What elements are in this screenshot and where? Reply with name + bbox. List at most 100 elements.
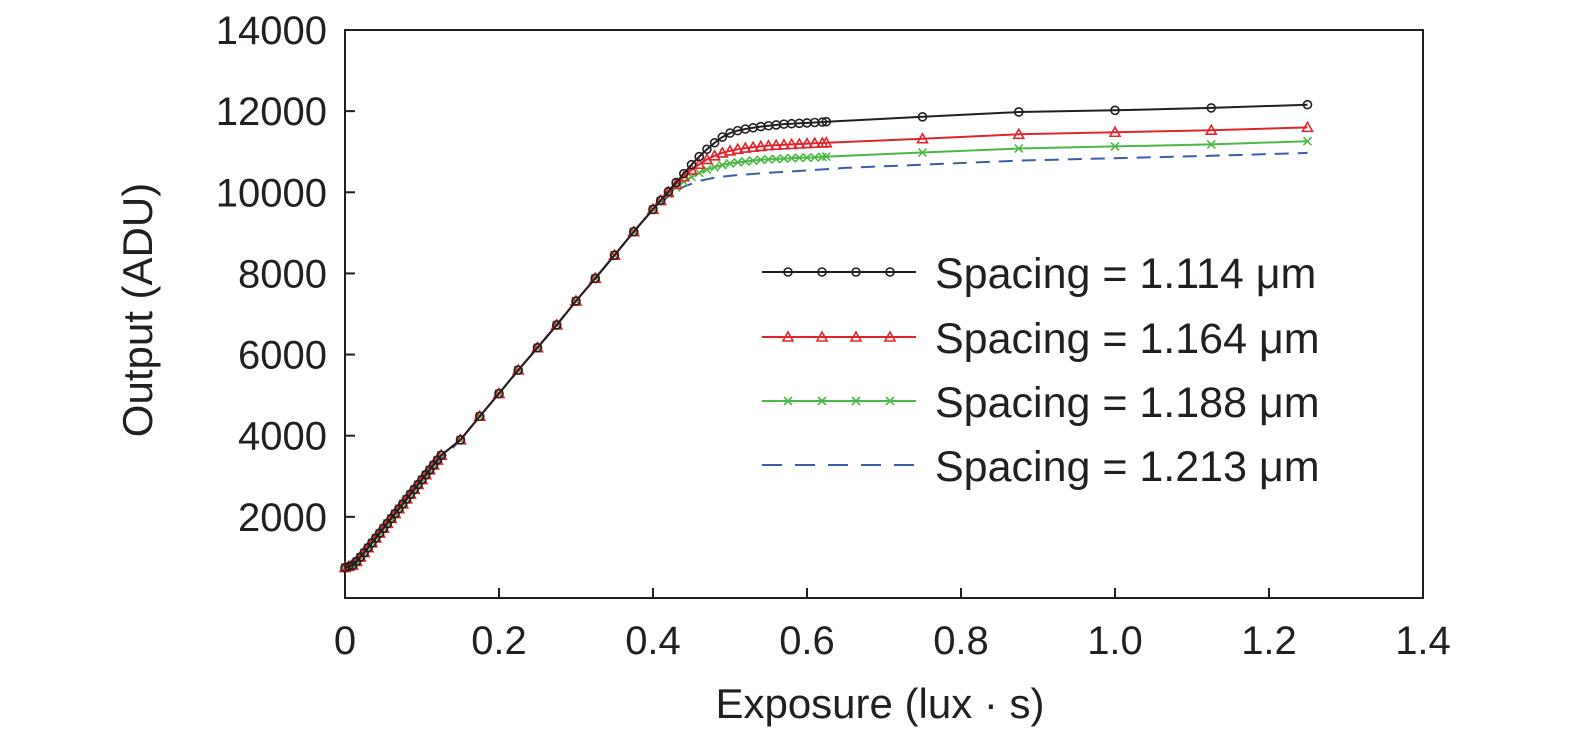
- data-point: [1108, 125, 1122, 138]
- data-point: [1014, 143, 1024, 154]
- y-axis-title: Output (ADU): [114, 183, 161, 437]
- legend-marker: [817, 267, 827, 277]
- legend-marker: [851, 396, 861, 406]
- data-point: [628, 226, 639, 237]
- data-point: [821, 116, 832, 127]
- data-point: [609, 250, 620, 260]
- legend-label: Spacing = 1.164 μm: [935, 315, 1320, 363]
- data-point: [756, 155, 766, 165]
- data-point: [678, 168, 689, 179]
- data-point: [777, 138, 791, 150]
- series-layer: [338, 99, 1314, 573]
- data-point: [685, 163, 698, 175]
- legend-label: Spacing = 1.114 μm: [935, 250, 1316, 298]
- data-point: [702, 144, 712, 155]
- data-point: [494, 388, 504, 399]
- data-point: [571, 296, 581, 306]
- data-point: [708, 149, 721, 161]
- y-tick-label: 8000: [238, 252, 327, 296]
- series-line: [344, 151, 1308, 569]
- legend-marker: [815, 330, 829, 342]
- data-point: [655, 195, 666, 206]
- x-tick-label: 0.6: [779, 619, 835, 663]
- data-point: [1204, 123, 1218, 136]
- legend-marker: [883, 330, 897, 342]
- data-point: [1110, 141, 1120, 152]
- data-point: [810, 152, 820, 162]
- data-point: [754, 139, 768, 152]
- data-point: [455, 434, 466, 445]
- data-point: [787, 153, 797, 163]
- data-point: [710, 162, 720, 172]
- y-axis: 2000 4000 6000 8000 10000 12000 14000: [216, 9, 355, 540]
- data-point: [802, 153, 812, 163]
- y-tick-label: 2000: [238, 496, 327, 540]
- data-point: [769, 138, 783, 151]
- x-axis: 0 0.2 0.4 0.6 0.8 1.0 1.2 1.4: [334, 588, 1451, 663]
- data-point: [917, 112, 928, 122]
- data-point: [808, 136, 822, 148]
- data-point: [686, 159, 697, 170]
- x-tick-label: 0.2: [471, 619, 527, 663]
- data-point: [819, 136, 833, 148]
- x-axis-title: Exposure (lux · s): [715, 680, 1044, 727]
- data-point: [800, 136, 814, 149]
- data-point: [717, 132, 728, 142]
- data-point: [794, 153, 804, 163]
- data-point: [474, 411, 485, 422]
- legend-marker: [783, 267, 793, 277]
- x-tick-label: 1.2: [1241, 619, 1297, 663]
- data-point: [669, 177, 683, 189]
- data-point: [709, 137, 720, 148]
- plot-frame: [344, 29, 1424, 599]
- data-point: [762, 138, 775, 151]
- series-4: [344, 151, 1308, 569]
- data-point: [1206, 139, 1216, 149]
- data-point: [731, 142, 745, 155]
- y-tick-label: 12000: [216, 90, 327, 134]
- data-point: [817, 117, 828, 127]
- data-point: [723, 144, 737, 156]
- legend-entry-1: Spacing = 1.114 μm: [762, 250, 1316, 298]
- legend-entry-3: Spacing = 1.188 μm: [762, 379, 1320, 427]
- data-point: [763, 154, 774, 164]
- y-tick-label: 4000: [238, 415, 327, 459]
- legend-marker: [885, 267, 895, 277]
- x-tick-label: 1.0: [1087, 619, 1143, 663]
- y-tick-label: 6000: [238, 334, 327, 378]
- data-point: [694, 168, 704, 178]
- data-point: [532, 342, 543, 353]
- data-point: [739, 141, 752, 153]
- legend-marker: [783, 396, 793, 406]
- data-point: [740, 156, 750, 167]
- data-point: [717, 160, 727, 170]
- y-tick-label: 10000: [216, 171, 327, 215]
- data-point: [648, 204, 658, 215]
- legend-entry-4: Spacing = 1.213 μm: [762, 443, 1320, 491]
- legend-label: Spacing = 1.188 μm: [935, 379, 1320, 427]
- data-point: [663, 186, 674, 197]
- x-tick-label: 0: [334, 619, 356, 663]
- data-point: [771, 154, 781, 164]
- data-point: [1012, 127, 1026, 140]
- legend: Spacing = 1.114 μm Spacing = 1.164 μm Spac…: [762, 250, 1320, 491]
- x-tick-label: 0.8: [933, 619, 989, 663]
- data-point: [779, 154, 789, 164]
- data-point: [436, 450, 447, 460]
- legend-marker: [781, 330, 795, 342]
- data-point: [725, 158, 735, 169]
- data-point: [715, 146, 729, 158]
- legend-entry-2: Spacing = 1.164 μm: [762, 315, 1320, 363]
- data-point: [662, 185, 675, 198]
- data-point: [671, 177, 681, 188]
- data-point: [1206, 103, 1217, 113]
- legend-label: Spacing = 1.213 μm: [935, 443, 1320, 491]
- y-tick-label: 14000: [216, 9, 327, 53]
- legend-marker: [885, 396, 895, 406]
- data-point: [821, 152, 831, 162]
- data-point: [590, 273, 601, 284]
- data-point: [746, 140, 760, 153]
- data-point: [551, 320, 562, 330]
- x-tick-label: 1.4: [1395, 619, 1451, 663]
- data-point: [1110, 105, 1120, 116]
